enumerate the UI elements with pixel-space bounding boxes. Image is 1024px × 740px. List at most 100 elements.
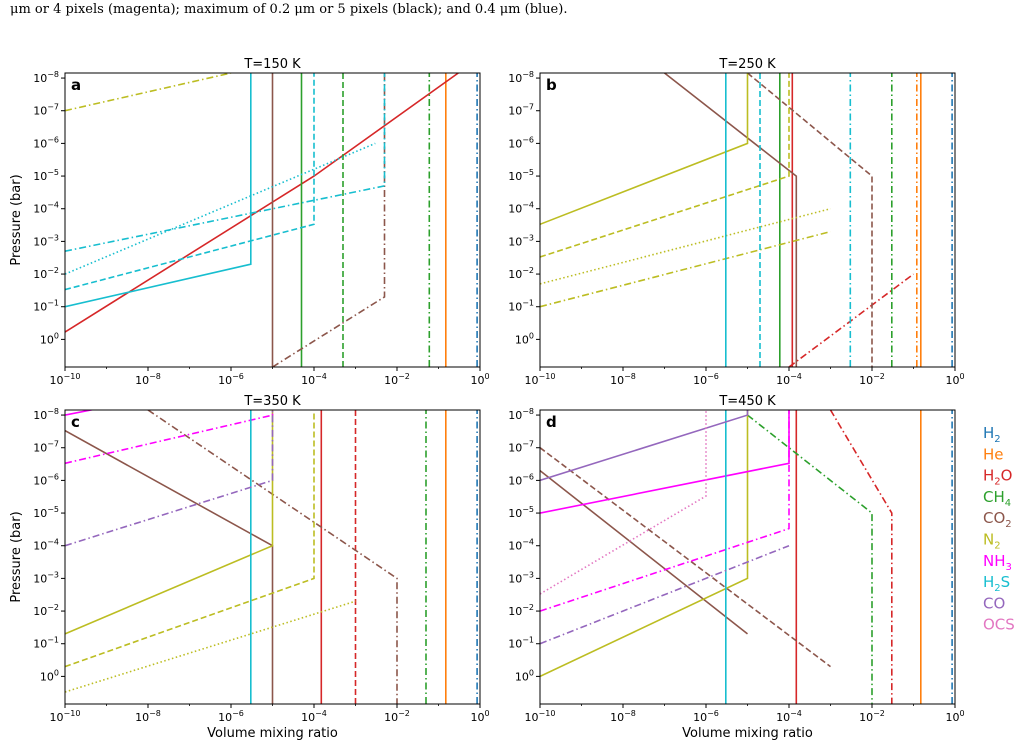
panel-letter: b [546, 76, 557, 94]
legend-entry-h2o: H2O [983, 467, 1012, 488]
series-line-co [540, 410, 749, 482]
y-tick-label: 10−6 [33, 135, 59, 150]
y-tick-label: 10−3 [508, 570, 534, 585]
chart-panel-a: 10−10 10−8 10−6 10−4 10−2 100 10−8 10−7 10−6 10−5… [9, 57, 490, 387]
x-tick-label: 10−8 [135, 372, 161, 387]
y-tick-label: 10−1 [508, 299, 534, 314]
series-line-co2 [147, 410, 398, 704]
y-tick-label: 100 [515, 668, 534, 683]
x-tick-label: 10−2 [384, 372, 410, 387]
y-tick-label: 10−8 [33, 70, 59, 85]
legend-entry-co: CO [983, 594, 1005, 612]
x-tick-label: 10−6 [218, 372, 244, 387]
series-line-h2o [65, 73, 459, 333]
series-line-nh3 [540, 410, 790, 514]
legend-entry-nh3: NH3 [983, 552, 1012, 573]
y-tick-label: 100 [515, 331, 534, 346]
x-tick-label: 10−10 [50, 709, 81, 724]
y-tick-label: 10−2 [33, 603, 59, 618]
y-axis-label: Pressure (bar) [9, 174, 24, 265]
x-tick-label: 10−2 [384, 709, 410, 724]
x-tick-label: 10−6 [218, 709, 244, 724]
y-axis-label: Pressure (bar) [9, 511, 24, 602]
series-line-n2 [65, 73, 232, 112]
legend-entry-he: He [983, 445, 1004, 463]
series-line-co2 [746, 73, 873, 367]
chart-panel-b: 10−10 10−8 10−6 10−4 10−2 100 10−8 10−7 10−6 10−5… [508, 57, 964, 387]
series-line-co [540, 544, 790, 645]
series-line-h2o [829, 410, 893, 704]
series-line-h2s [65, 73, 252, 308]
series-line-n2 [540, 230, 831, 308]
x-tick-label: 10−8 [610, 709, 636, 724]
x-tick-label: 100 [945, 709, 964, 724]
series-line-n2 [65, 410, 315, 668]
series-line-n2 [540, 73, 790, 258]
y-tick-label: 10−4 [508, 201, 534, 216]
y-tick-label: 10−7 [33, 103, 59, 118]
series-line-h2s [65, 73, 315, 291]
y-tick-label: 10−8 [33, 407, 59, 422]
y-tick-label: 10−7 [508, 103, 534, 118]
y-tick-label: 100 [40, 331, 59, 346]
series-group [65, 73, 478, 367]
y-tick-label: 10−1 [508, 636, 534, 651]
x-axis-label: Volume mixing ratio [207, 726, 338, 740]
x-axis-label: Volume mixing ratio [682, 726, 813, 740]
y-tick-label: 10−7 [508, 440, 534, 455]
y-tick-label: 10−5 [33, 168, 59, 183]
chart-panel-d: 10−10 10−8 10−6 10−4 10−2 100 10−8 10−7 10−6 10−5… [508, 394, 964, 740]
y-tick-label: 10−1 [33, 299, 59, 314]
x-tick-label: 10−8 [135, 709, 161, 724]
y-tick-label: 10−6 [33, 472, 59, 487]
y-tick-label: 10−2 [33, 266, 59, 281]
panel-title: T=150 K [243, 57, 301, 72]
x-tick-label: 10−8 [610, 372, 636, 387]
series-group [65, 410, 478, 704]
series-line-ch4 [747, 414, 873, 704]
x-tick-label: 10−4 [776, 709, 802, 724]
series-line-ocs [540, 410, 707, 595]
y-tick-label: 10−7 [33, 440, 59, 455]
x-tick-label: 100 [470, 709, 489, 724]
y-tick-label: 10−6 [508, 135, 534, 150]
series-group [540, 73, 953, 367]
y-tick-label: 10−2 [508, 266, 534, 281]
y-tick-label: 10−5 [508, 505, 534, 520]
series-line-h2s [65, 142, 376, 275]
x-tick-label: 10−10 [50, 372, 81, 387]
y-tick-label: 10−2 [508, 603, 534, 618]
series-line-co [65, 410, 274, 547]
x-tick-label: 10−10 [525, 372, 556, 387]
series-line-n2 [540, 207, 831, 285]
x-tick-label: 10−10 [525, 709, 556, 724]
y-tick-label: 10−4 [33, 201, 59, 216]
legend-entry-ocs: OCS [983, 616, 1015, 634]
series-line-n2 [65, 410, 274, 635]
figure-caption: μm or 4 pixels (magenta); maximum of 0.2… [10, 2, 568, 17]
x-tick-label: 10−4 [776, 372, 802, 387]
x-tick-label: 10−2 [859, 709, 885, 724]
series-line-co2 [272, 73, 386, 367]
y-tick-label: 10−1 [33, 636, 59, 651]
legend-entry-co2: CO2 [983, 509, 1012, 530]
panel-letter: c [71, 413, 80, 431]
y-tick-label: 10−5 [33, 505, 59, 520]
legend-entry-h2: H2 [983, 424, 1001, 445]
x-tick-label: 10−6 [693, 709, 719, 724]
panel-title: T=350 K [243, 394, 301, 409]
y-tick-label: 10−8 [508, 70, 534, 85]
series-group [540, 410, 953, 704]
chart-panel-c: 10−10 10−8 10−6 10−4 10−2 100 10−8 10−7 10−6 10−5… [9, 394, 490, 740]
y-tick-label: 10−5 [508, 168, 534, 183]
series-line-n2 [540, 410, 749, 678]
series-line-n2 [65, 600, 356, 693]
x-tick-label: 10−6 [693, 372, 719, 387]
y-tick-label: 10−3 [508, 233, 534, 248]
x-tick-label: 10−2 [859, 372, 885, 387]
panel-title: T=250 K [718, 57, 776, 72]
series-line-co2 [664, 73, 798, 367]
series-line-h2o [788, 273, 914, 367]
